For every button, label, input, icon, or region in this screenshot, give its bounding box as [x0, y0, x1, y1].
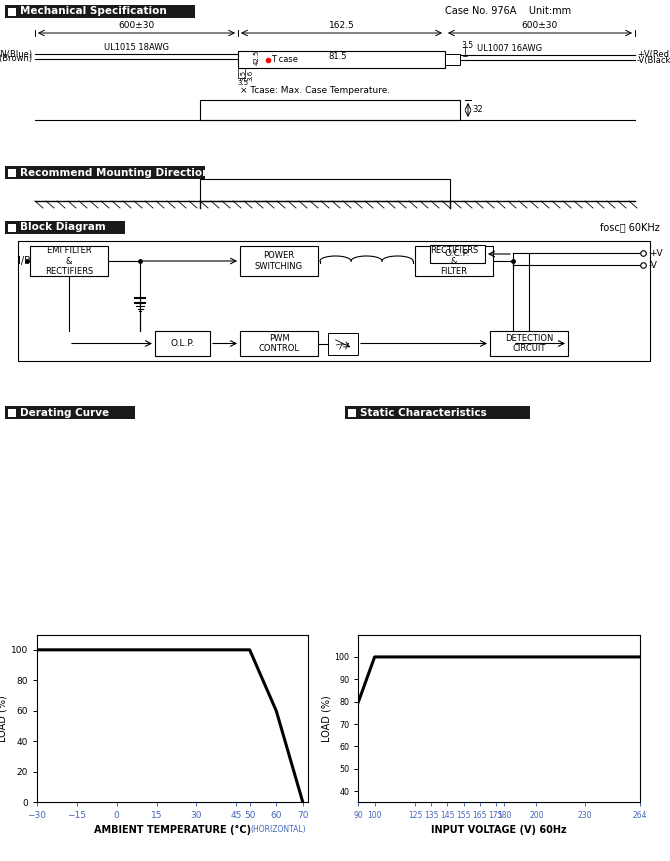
Text: AC/N(Blue): AC/N(Blue) [0, 49, 33, 59]
Text: 3.5: 3.5 [237, 80, 249, 86]
Text: Case No. 976A    Unit:mm: Case No. 976A Unit:mm [445, 7, 571, 16]
Bar [430, 245, 485, 263]
Text: POWER
SWITCHING: POWER SWITCHING [255, 251, 303, 270]
Text: Block Diagram: Block Diagram [20, 222, 106, 232]
Text: O.C.P.: O.C.P. [445, 250, 470, 258]
Text: EMI FILTER
&
RECTIFIERS: EMI FILTER & RECTIFIERS [45, 246, 93, 276]
Text: 3.6: 3.6 [247, 70, 253, 81]
Text: 32: 32 [472, 106, 482, 115]
Text: Static Characteristics: Static Characteristics [360, 407, 486, 418]
Text: UL1007 16AWG: UL1007 16AWG [478, 44, 543, 53]
Bar [345, 406, 530, 419]
Text: AC/L(Brown): AC/L(Brown) [0, 54, 33, 64]
Bar [5, 221, 125, 234]
Text: 3.5: 3.5 [240, 70, 246, 81]
Text: fosc： 60KHz: fosc： 60KHz [600, 222, 660, 232]
Text: 81.5: 81.5 [329, 52, 347, 61]
Text: Mechanical Specification: Mechanical Specification [20, 7, 167, 16]
Bar [155, 331, 210, 356]
Y-axis label: LOAD (%): LOAD (%) [322, 695, 332, 742]
Bar [30, 246, 108, 276]
X-axis label: INPUT VOLTAGE (V) 60Hz: INPUT VOLTAGE (V) 60Hz [431, 825, 567, 834]
Bar [5, 406, 135, 419]
Bar [240, 331, 318, 356]
Bar [240, 246, 318, 276]
Text: RECTIFIERS
&
FILTER: RECTIFIERS & FILTER [430, 246, 478, 276]
Bar [8, 408, 16, 417]
Text: 600±30: 600±30 [522, 21, 558, 30]
Bar [200, 179, 450, 201]
Bar [328, 332, 358, 355]
Bar [18, 241, 650, 361]
Text: UL1015 18AWG: UL1015 18AWG [104, 43, 169, 52]
Text: 600±30: 600±30 [119, 21, 155, 30]
Bar [8, 224, 16, 232]
Text: I/P: I/P [18, 256, 30, 266]
Bar [490, 331, 568, 356]
Bar [5, 166, 205, 179]
Text: O.L.P.: O.L.P. [170, 339, 194, 348]
Text: 3.5: 3.5 [461, 41, 473, 50]
Text: Derating Curve: Derating Curve [20, 407, 109, 418]
Text: -V(Black): -V(Black) [637, 55, 670, 65]
Bar [200, 100, 460, 120]
Text: 42.5: 42.5 [254, 50, 260, 65]
Bar [8, 169, 16, 177]
X-axis label: AMBIENT TEMPERATURE (°C): AMBIENT TEMPERATURE (°C) [94, 825, 251, 834]
Bar [348, 408, 356, 417]
Text: -V: -V [649, 261, 658, 269]
Text: PWM
CONTROL: PWM CONTROL [259, 334, 299, 353]
Bar [238, 51, 445, 68]
Bar [415, 246, 493, 276]
Text: +V: +V [649, 249, 663, 257]
Text: Recommend Mounting Direction: Recommend Mounting Direction [20, 168, 210, 177]
Text: +V(Red): +V(Red) [637, 51, 670, 59]
Bar [445, 54, 460, 65]
Bar [8, 8, 16, 15]
Text: T case: T case [271, 55, 298, 64]
Text: × Tcase: Max. Case Temperature.: × Tcase: Max. Case Temperature. [240, 86, 390, 95]
Text: (HORIZONTAL): (HORIZONTAL) [250, 826, 306, 834]
Y-axis label: LOAD (%): LOAD (%) [0, 695, 8, 742]
Bar [5, 5, 195, 18]
Text: 162.5: 162.5 [328, 21, 354, 30]
Text: DETECTION
CIRCUIT: DETECTION CIRCUIT [505, 334, 553, 353]
